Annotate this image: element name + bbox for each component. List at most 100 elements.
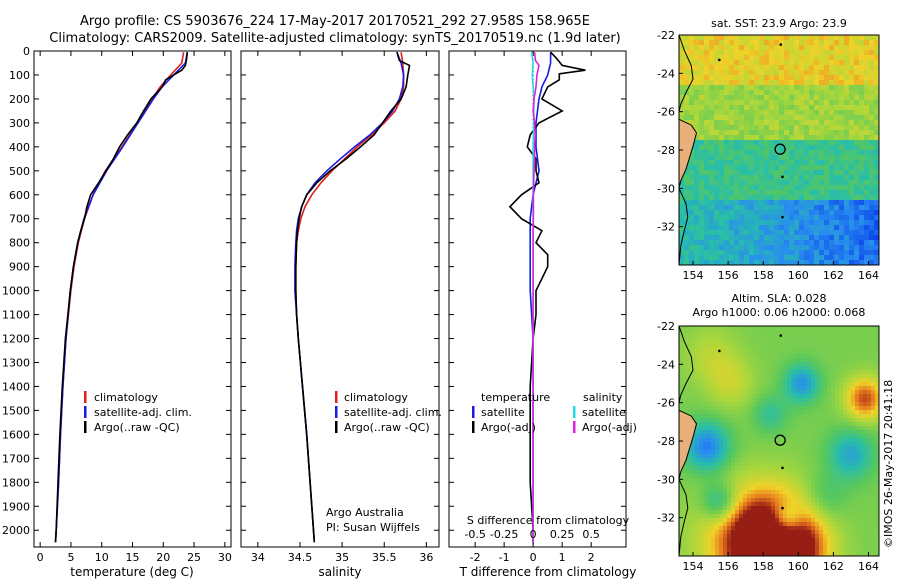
heatmap-cell	[695, 522, 700, 527]
heatmap-cell	[829, 225, 835, 231]
heatmap-cell	[791, 474, 796, 479]
heatmap-cell	[755, 538, 760, 543]
heatmap-cell	[691, 442, 696, 447]
heatmap-cell	[679, 490, 684, 495]
heatmap-cell	[759, 478, 764, 483]
heatmap-cell	[835, 338, 840, 343]
heatmap-cell	[743, 530, 748, 535]
heatmap-cell	[875, 498, 879, 503]
heatmap-cell	[694, 100, 700, 106]
heatmap-cell	[754, 165, 760, 171]
heatmap-cell	[767, 414, 772, 419]
heatmap-cell	[823, 430, 828, 435]
heatmap-cell	[754, 175, 760, 181]
heatmap-cell	[711, 486, 716, 491]
heatmap-cell	[829, 150, 835, 156]
heatmap-cell	[789, 45, 795, 51]
heatmap-cell	[799, 45, 805, 51]
heatmap-cell	[715, 422, 720, 427]
heatmap-cell	[859, 65, 865, 71]
heatmap-cell	[679, 538, 684, 543]
heatmap-cell	[779, 502, 784, 507]
heatmap-cell	[839, 446, 844, 451]
heatmap-cell	[819, 115, 825, 121]
heatmap-cell	[779, 526, 784, 531]
heatmap-cell	[819, 446, 824, 451]
heatmap-cell	[814, 40, 820, 46]
heatmap-cell	[849, 240, 855, 246]
heatmap-cell	[831, 410, 836, 415]
heatmap-cell	[789, 140, 795, 146]
heatmap-cell	[689, 35, 695, 41]
heatmap-cell	[684, 215, 690, 221]
heatmap-cell	[699, 326, 704, 331]
heatmap-cell	[695, 438, 700, 443]
heatmap-cell	[744, 225, 750, 231]
heatmap-cell	[684, 60, 690, 66]
heatmap-cell	[694, 70, 700, 76]
heatmap-cell	[679, 406, 684, 411]
heatmap-cell	[679, 70, 685, 76]
heatmap-cell	[734, 75, 740, 81]
heatmap-cell	[739, 235, 745, 241]
heatmap-cell	[743, 350, 748, 355]
heatmap-cell	[699, 358, 704, 363]
heatmap-cell	[763, 486, 768, 491]
heatmap-cell	[695, 398, 700, 403]
heatmap-cell	[729, 200, 735, 206]
heatmap-cell	[707, 346, 712, 351]
heatmap-cell	[855, 418, 860, 423]
heatmap-cell	[815, 498, 820, 503]
heatmap-cell	[859, 358, 864, 363]
heatmap-cell	[767, 398, 772, 403]
heatmap-cell	[864, 120, 870, 126]
heatmap-cell	[755, 490, 760, 495]
heatmap-cell	[735, 542, 740, 547]
heatmap-cell	[851, 490, 856, 495]
heatmap-cell	[787, 494, 792, 499]
heatmap-cell	[784, 205, 790, 211]
heatmap-cell	[819, 546, 824, 551]
y-tick-label: -30	[657, 182, 675, 195]
heatmap-cell	[735, 378, 740, 383]
heatmap-cell	[735, 334, 740, 339]
heatmap-cell	[711, 438, 716, 443]
heatmap-cell	[723, 454, 728, 459]
heatmap-cell	[875, 434, 879, 439]
heatmap-cell	[714, 130, 720, 136]
heatmap-cell	[851, 530, 856, 535]
heatmap-cell	[839, 170, 845, 176]
heatmap-cell	[774, 40, 780, 46]
heatmap-cell	[803, 366, 808, 371]
heatmap-cell	[844, 135, 850, 141]
heatmap-cell	[719, 195, 725, 201]
heatmap-cell	[854, 75, 860, 81]
heatmap-cell	[703, 426, 708, 431]
heatmap-cell	[759, 100, 765, 106]
heatmap-cell	[743, 434, 748, 439]
heatmap-cell	[679, 115, 685, 121]
heatmap-cell	[843, 458, 848, 463]
heatmap-cell	[809, 170, 815, 176]
heatmap-cell	[847, 354, 852, 359]
heatmap-cell	[807, 526, 812, 531]
heatmap-cell	[731, 430, 736, 435]
heatmap-cell	[683, 470, 688, 475]
heatmap-cell	[724, 65, 730, 71]
heatmap-cell	[715, 354, 720, 359]
heatmap-cell	[807, 530, 812, 535]
heatmap-cell	[709, 225, 715, 231]
heatmap-cell	[823, 406, 828, 411]
heatmap-cell	[827, 394, 832, 399]
heatmap-cell	[734, 140, 740, 146]
heatmap-cell	[724, 165, 730, 171]
heatmap-cell	[711, 382, 716, 387]
heatmap-cell	[783, 410, 788, 415]
heatmap-cell	[843, 378, 848, 383]
heatmap-cell	[809, 260, 815, 265]
heatmap-cell	[683, 510, 688, 515]
heatmap-cell	[755, 446, 760, 451]
heatmap-cell	[754, 230, 760, 236]
heatmap-cell	[834, 125, 840, 131]
heatmap-cell	[839, 125, 845, 131]
